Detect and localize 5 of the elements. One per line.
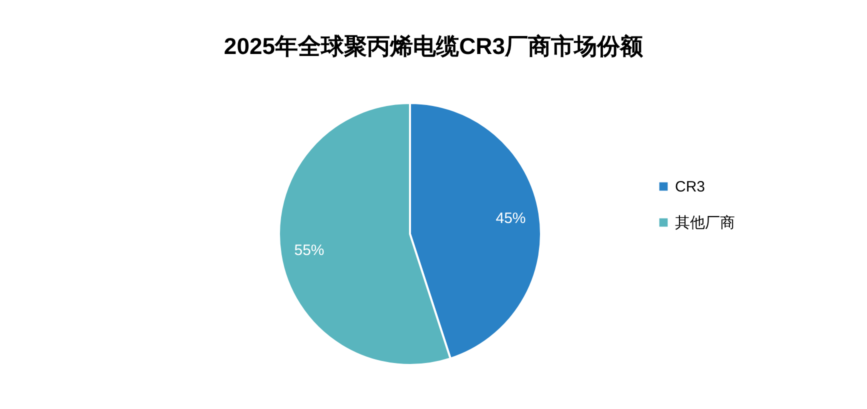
- data-label: 45%: [496, 210, 526, 228]
- chart-title: 2025年全球聚丙烯电缆CR3厂商市场份额: [224, 33, 644, 59]
- data-label: 55%: [294, 242, 324, 259]
- legend-label: CR3: [675, 178, 706, 196]
- legend-label: 其他厂商: [675, 214, 735, 232]
